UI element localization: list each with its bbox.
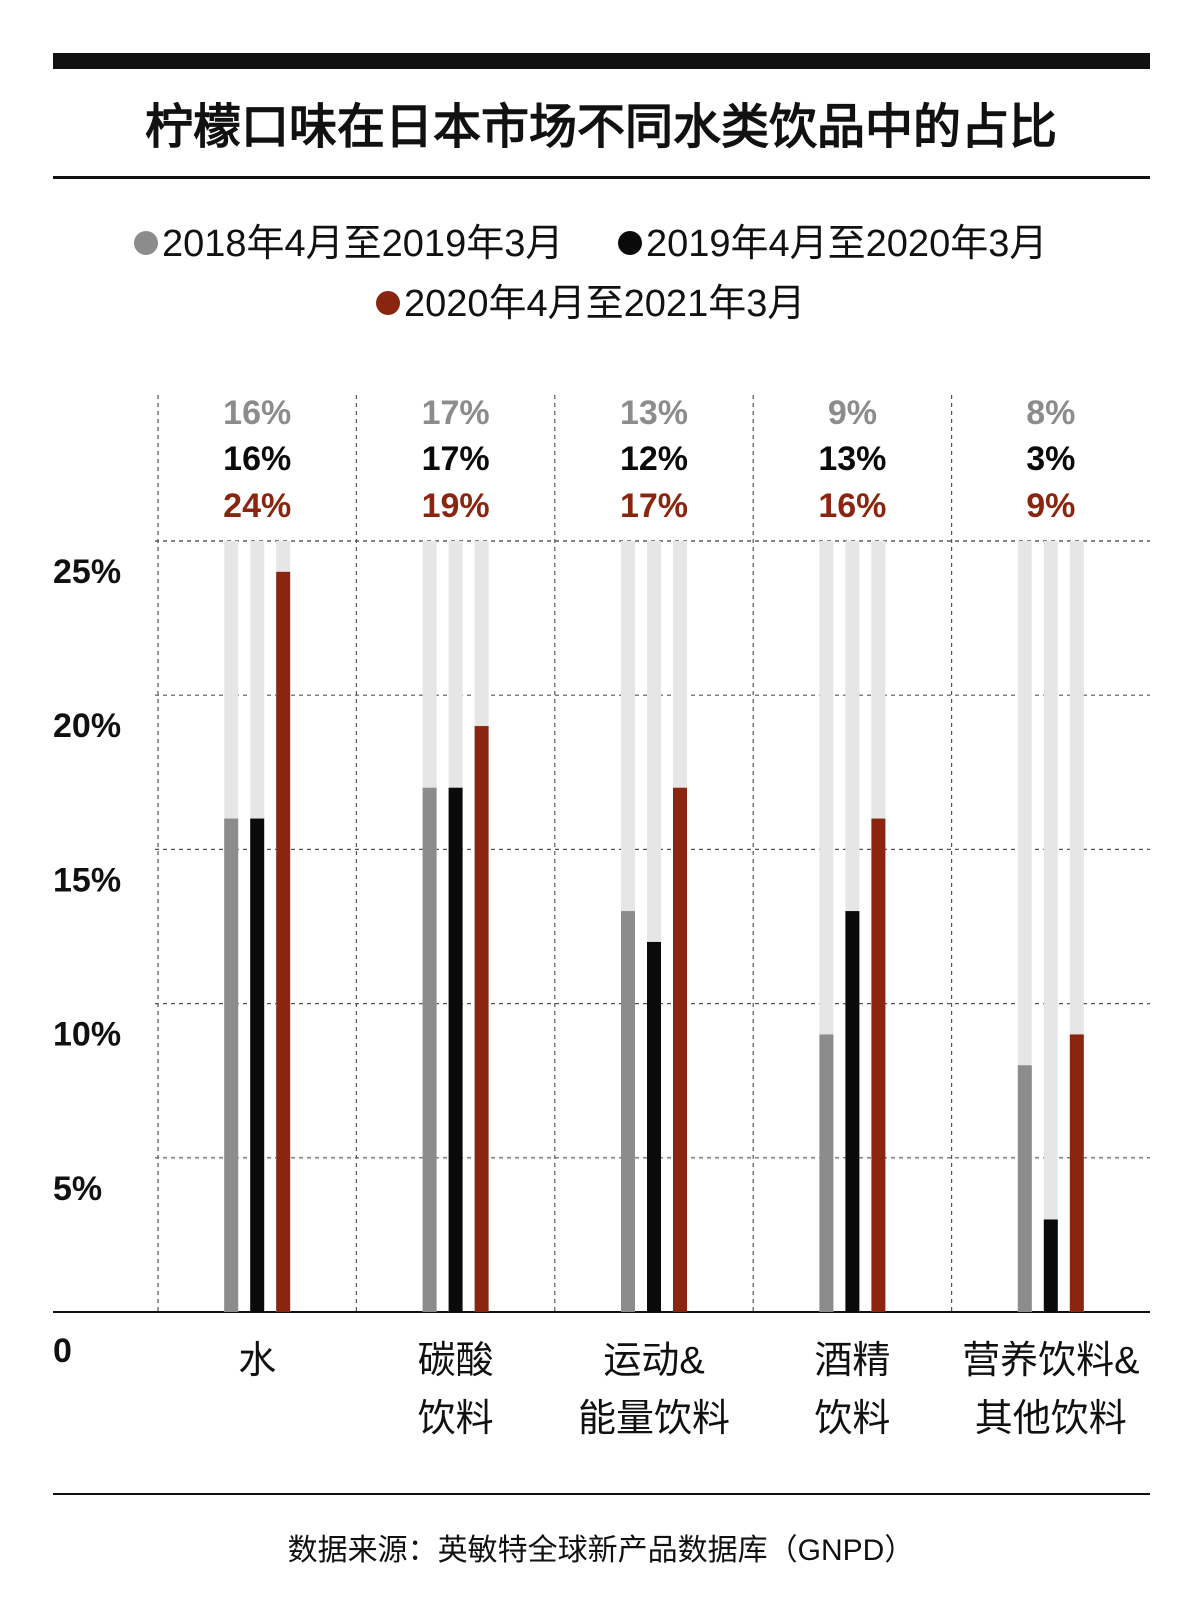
top-rule — [53, 53, 1150, 69]
source-note: 数据来源：英敏特全球新产品数据库（GNPD） — [288, 1534, 915, 1567]
bar — [647, 941, 661, 1312]
data-label: 12% — [620, 440, 688, 478]
bar — [871, 818, 886, 1312]
x-tick-label: 水 — [238, 1340, 276, 1382]
y-tick-label: 20% — [53, 707, 121, 745]
x-tick-label: 碳酸 — [418, 1340, 494, 1382]
legend-marker-1 — [134, 231, 158, 255]
data-labels: 16% 16% 24% 17% 17% 19% 13% 12% 17% 9% 13% 16% 8% 3% 9… — [223, 394, 1075, 525]
data-label: 3% — [1026, 440, 1075, 478]
data-label: 16% — [223, 440, 291, 478]
y-tick-label: 0 — [53, 1332, 72, 1370]
legend-label-1: 2018年4月至2019年3月 — [162, 223, 563, 265]
bar — [845, 911, 860, 1312]
bar — [422, 787, 437, 1312]
data-label: 9% — [1026, 487, 1075, 525]
bar — [673, 787, 687, 1312]
bar — [1017, 1065, 1032, 1312]
bar — [276, 571, 291, 1312]
data-label: 17% — [620, 487, 688, 525]
y-tick-label: 25% — [53, 553, 121, 591]
data-label: 16% — [818, 487, 886, 525]
bar — [621, 911, 635, 1312]
legend-label-3: 2020年4月至2021年3月 — [404, 283, 805, 325]
title-underline — [53, 176, 1150, 179]
x-tick-label: 其他饮料 — [975, 1398, 1127, 1440]
bar — [1069, 1034, 1084, 1312]
bars — [224, 541, 1084, 1312]
data-label: 19% — [422, 487, 490, 525]
y-tick-label: 5% — [53, 1170, 102, 1208]
chart-title: 柠檬口味在日本市场不同水类饮品中的占比 — [145, 101, 1057, 154]
data-label: 17% — [422, 440, 490, 478]
x-tick-label: 能量饮料 — [578, 1398, 730, 1440]
x-tick-label: 饮料 — [814, 1398, 890, 1440]
bar — [250, 818, 265, 1312]
legend-marker-3 — [376, 291, 400, 315]
bar — [474, 726, 489, 1312]
data-label: 13% — [818, 440, 886, 478]
legend: 2018年4月至2019年3月 2019年4月至2020年3月 2020年4月至20… — [134, 223, 1047, 325]
data-label: 17% — [422, 394, 490, 432]
x-tick-label: 营养饮料& — [962, 1340, 1139, 1382]
legend-marker-2 — [618, 231, 642, 255]
x-tick-label: 运动& — [603, 1340, 704, 1382]
data-label: 8% — [1026, 394, 1075, 432]
y-tick-label: 15% — [53, 861, 121, 899]
x-tick-label: 酒精 — [814, 1340, 890, 1382]
bar — [1043, 1219, 1058, 1312]
y-axis: 0 5% 10% 15% 20% 25% — [53, 553, 121, 1370]
bar — [224, 818, 239, 1312]
data-label: 24% — [223, 487, 291, 525]
data-label: 9% — [828, 394, 877, 432]
y-tick-label: 10% — [53, 1016, 121, 1054]
bar — [819, 1034, 834, 1312]
x-tick-label: 饮料 — [418, 1398, 494, 1440]
data-label: 13% — [620, 394, 688, 432]
bottom-rule — [53, 1493, 1150, 1495]
data-label: 16% — [223, 394, 291, 432]
legend-label-2: 2019年4月至2020年3月 — [646, 223, 1047, 265]
bar-track — [1043, 541, 1058, 1312]
bar — [448, 787, 463, 1312]
